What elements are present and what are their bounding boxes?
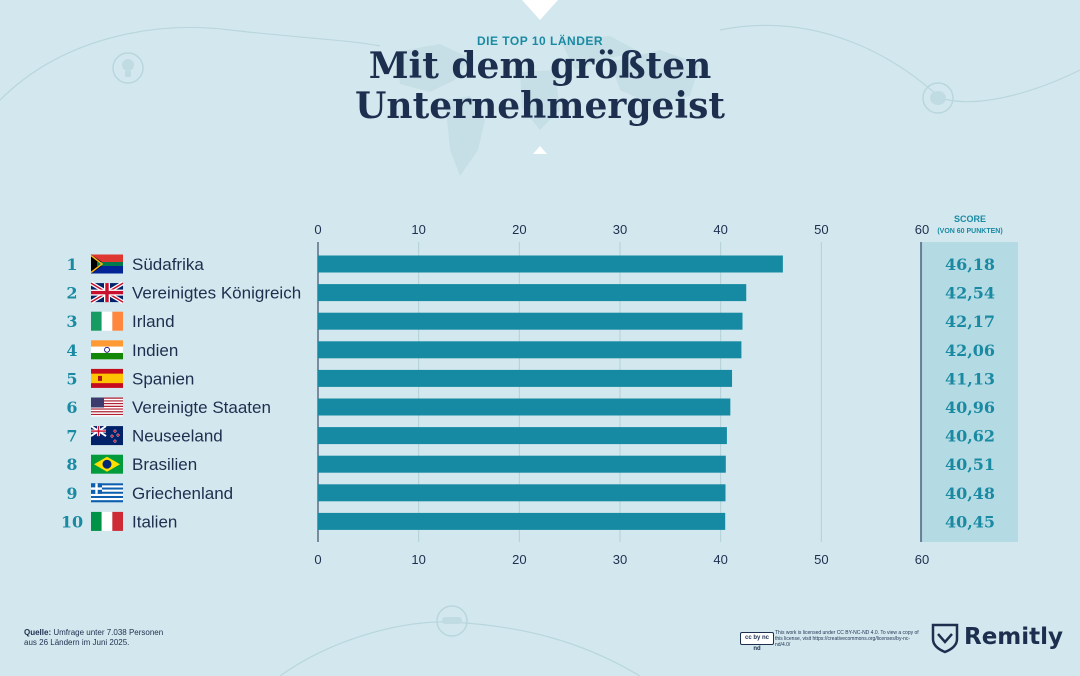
title-line-1: Mit dem größten [368, 45, 712, 87]
za-flag-icon [90, 254, 123, 274]
lightbulb-icon [112, 52, 144, 84]
uk-flag-icon [89, 281, 125, 304]
rank-10: 10 [61, 512, 83, 531]
in-flag-icon [91, 340, 123, 360]
ie-flag-icon [91, 311, 123, 331]
score-label-1: 46,18 [945, 255, 995, 274]
score-label-10: 40,45 [945, 512, 995, 531]
us-flag-icon [91, 397, 123, 417]
tick-top-30: 30 [613, 222, 627, 237]
nz-flag-icon [90, 425, 123, 446]
country-label-10: Italien [132, 512, 177, 531]
rank-3: 3 [66, 312, 77, 331]
score-label-3: 42,17 [945, 312, 995, 331]
rank-8: 8 [66, 455, 77, 474]
tick-bottom-10: 10 [411, 552, 425, 567]
score-label-7: 40,62 [945, 427, 995, 446]
page-title: Mit dem größten Unternehmergeist [0, 46, 1080, 126]
bar-10 [318, 512, 726, 530]
score-label-5: 41,13 [945, 369, 995, 388]
top-notch [522, 0, 558, 20]
rank-5: 5 [66, 369, 77, 388]
source-text-1: Umfrage unter 7.038 Personen [53, 628, 164, 637]
country-label-5: Spanien [132, 369, 194, 388]
bar-8 [318, 455, 726, 473]
tick-bottom-40: 40 [713, 552, 727, 567]
handshake-icon [436, 605, 468, 637]
source-note: Quelle: Umfrage unter 7.038 Personen aus… [24, 628, 163, 648]
subtitle: DIE TOP 10 LÄNDER [476, 34, 604, 48]
bar-7 [318, 427, 727, 445]
country-label-1: Südafrika [132, 255, 204, 274]
it-flag-icon [91, 511, 123, 531]
score-label-9: 40,48 [945, 484, 995, 503]
bar-9 [318, 484, 726, 502]
title-line-2: Unternehmergeist [355, 85, 725, 127]
tick-top-10: 10 [411, 222, 425, 237]
rank-1: 1 [66, 255, 77, 274]
tick-bottom-60: 60 [915, 552, 929, 567]
country-label-6: Vereinigte Staaten [132, 398, 271, 417]
tick-top-40: 40 [713, 222, 727, 237]
source-text-2: aus 26 Ländern im Juni 2025. [24, 638, 130, 647]
brand-name: Remitly [964, 624, 1064, 650]
gr-flag-icon [91, 483, 123, 503]
license-text: This work is licensed under CC BY-NC-ND … [775, 630, 919, 648]
brain-icon [922, 82, 954, 114]
br-flag-icon [91, 454, 123, 474]
country-label-2: Vereinigtes Königreich [132, 284, 301, 303]
remitly-logo-icon [931, 623, 959, 654]
score-header-sub: (VON 60 PUNKTEN) [937, 228, 1002, 235]
score-header: SCORE [954, 214, 986, 224]
deco-curve-left [0, 26, 381, 101]
score-panel [920, 242, 1018, 542]
cc-license-badge: cc by nc nd [740, 632, 774, 652]
country-label-4: Indien [132, 341, 178, 360]
rank-6: 6 [66, 398, 77, 417]
tick-bottom-30: 30 [613, 552, 627, 567]
tick-top-0: 0 [314, 222, 321, 237]
country-label-8: Brasilien [132, 455, 197, 474]
score-label-2: 42,54 [945, 284, 995, 303]
rank-7: 7 [66, 427, 77, 446]
country-label-3: Irland [132, 312, 175, 331]
bar-1 [318, 255, 783, 273]
score-label-4: 42,06 [945, 341, 995, 360]
bar-6 [318, 398, 731, 416]
source-label: Quelle: [24, 628, 52, 637]
bar-4 [318, 341, 742, 359]
bar-3 [318, 312, 743, 330]
bar-2 [318, 284, 747, 302]
es-flag-icon [91, 368, 123, 388]
tick-bottom-0: 0 [314, 552, 321, 567]
tick-top-60: 60 [915, 222, 929, 237]
rank-2: 2 [66, 284, 77, 303]
rank-4: 4 [66, 341, 77, 360]
bar-5 [318, 369, 733, 387]
score-label-8: 40,51 [945, 455, 995, 474]
country-label-7: Neuseeland [132, 427, 223, 446]
tick-bottom-20: 20 [512, 552, 526, 567]
score-label-6: 40,96 [945, 398, 995, 417]
tick-top-20: 20 [512, 222, 526, 237]
country-label-9: Griechenland [132, 484, 233, 503]
world-map-decoration [395, 36, 700, 176]
rank-9: 9 [66, 484, 77, 503]
small-triangle-icon [533, 146, 547, 154]
tick-bottom-50: 50 [814, 552, 828, 567]
tick-top-50: 50 [814, 222, 828, 237]
